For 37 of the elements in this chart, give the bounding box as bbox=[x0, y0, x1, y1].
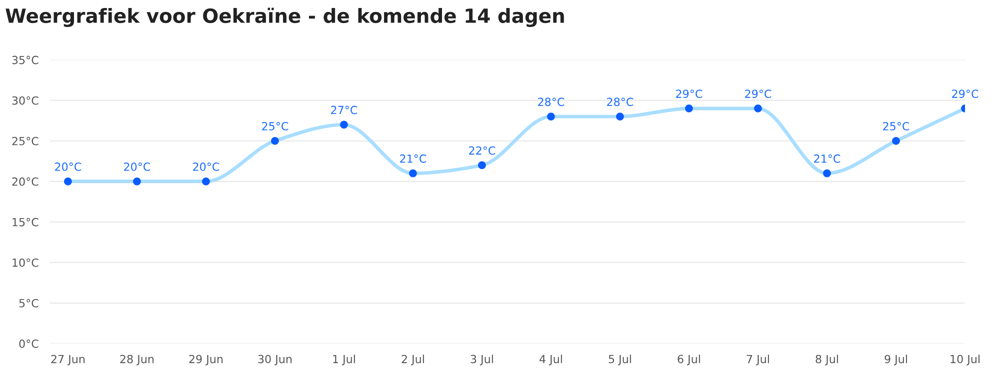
x-tick-label: 4 Jul bbox=[540, 354, 562, 366]
x-tick-label: 8 Jul bbox=[816, 354, 838, 366]
data-label: 20°C bbox=[124, 162, 150, 171]
data-label: 20°C bbox=[193, 162, 220, 171]
y-tick-label: 0°C bbox=[19, 340, 38, 348]
y-tick-label: 20°C bbox=[12, 177, 38, 186]
x-tick-label: 7 Jul bbox=[746, 354, 769, 366]
x-tick-label: 6 Jul bbox=[678, 354, 700, 366]
data-label: 21°C bbox=[400, 154, 426, 163]
x-tick-label: 2 Jul bbox=[402, 354, 424, 366]
y-tick-label: 5°C bbox=[19, 298, 38, 308]
x-tick-label: 30 Jun bbox=[258, 354, 292, 366]
data-label: 29°C bbox=[676, 90, 702, 98]
data-label: 21°C bbox=[814, 154, 840, 163]
chart-title: Weergrafiek voor Oekraïne - de komende 14 dagen bbox=[6, 8, 564, 27]
x-tick-label: 5 Jul bbox=[608, 354, 631, 366]
y-tick-label: 25°C bbox=[12, 136, 38, 146]
data-label: 22°C bbox=[469, 146, 496, 155]
y-tick-label: 35°C bbox=[12, 56, 38, 64]
x-tick-label: 10 Jul bbox=[950, 354, 980, 366]
y-tick-label: 10°C bbox=[12, 258, 38, 267]
x-tick-label: 29 Jun bbox=[189, 354, 223, 366]
y-tick-label: 15°C bbox=[12, 218, 38, 226]
x-tick-label: 28 Jun bbox=[120, 354, 154, 366]
x-tick-label: 27 Jun bbox=[51, 354, 85, 366]
data-label: 28°C bbox=[607, 98, 634, 106]
y-tick-label: 30°C bbox=[12, 96, 38, 105]
data-label: 29°C bbox=[952, 90, 978, 98]
data-label: 28°C bbox=[538, 98, 564, 106]
x-tick-label: 9 Jul bbox=[884, 354, 907, 366]
data-label: 29°C bbox=[745, 90, 772, 98]
data-label: 20°C bbox=[55, 162, 82, 171]
data-label: 25°C bbox=[883, 122, 910, 130]
x-tick-label: 1 Jul bbox=[333, 354, 355, 366]
data-label: 27°C bbox=[331, 106, 358, 114]
x-tick-label: 3 Jul bbox=[470, 354, 493, 366]
data-label: 25°C bbox=[262, 122, 288, 130]
